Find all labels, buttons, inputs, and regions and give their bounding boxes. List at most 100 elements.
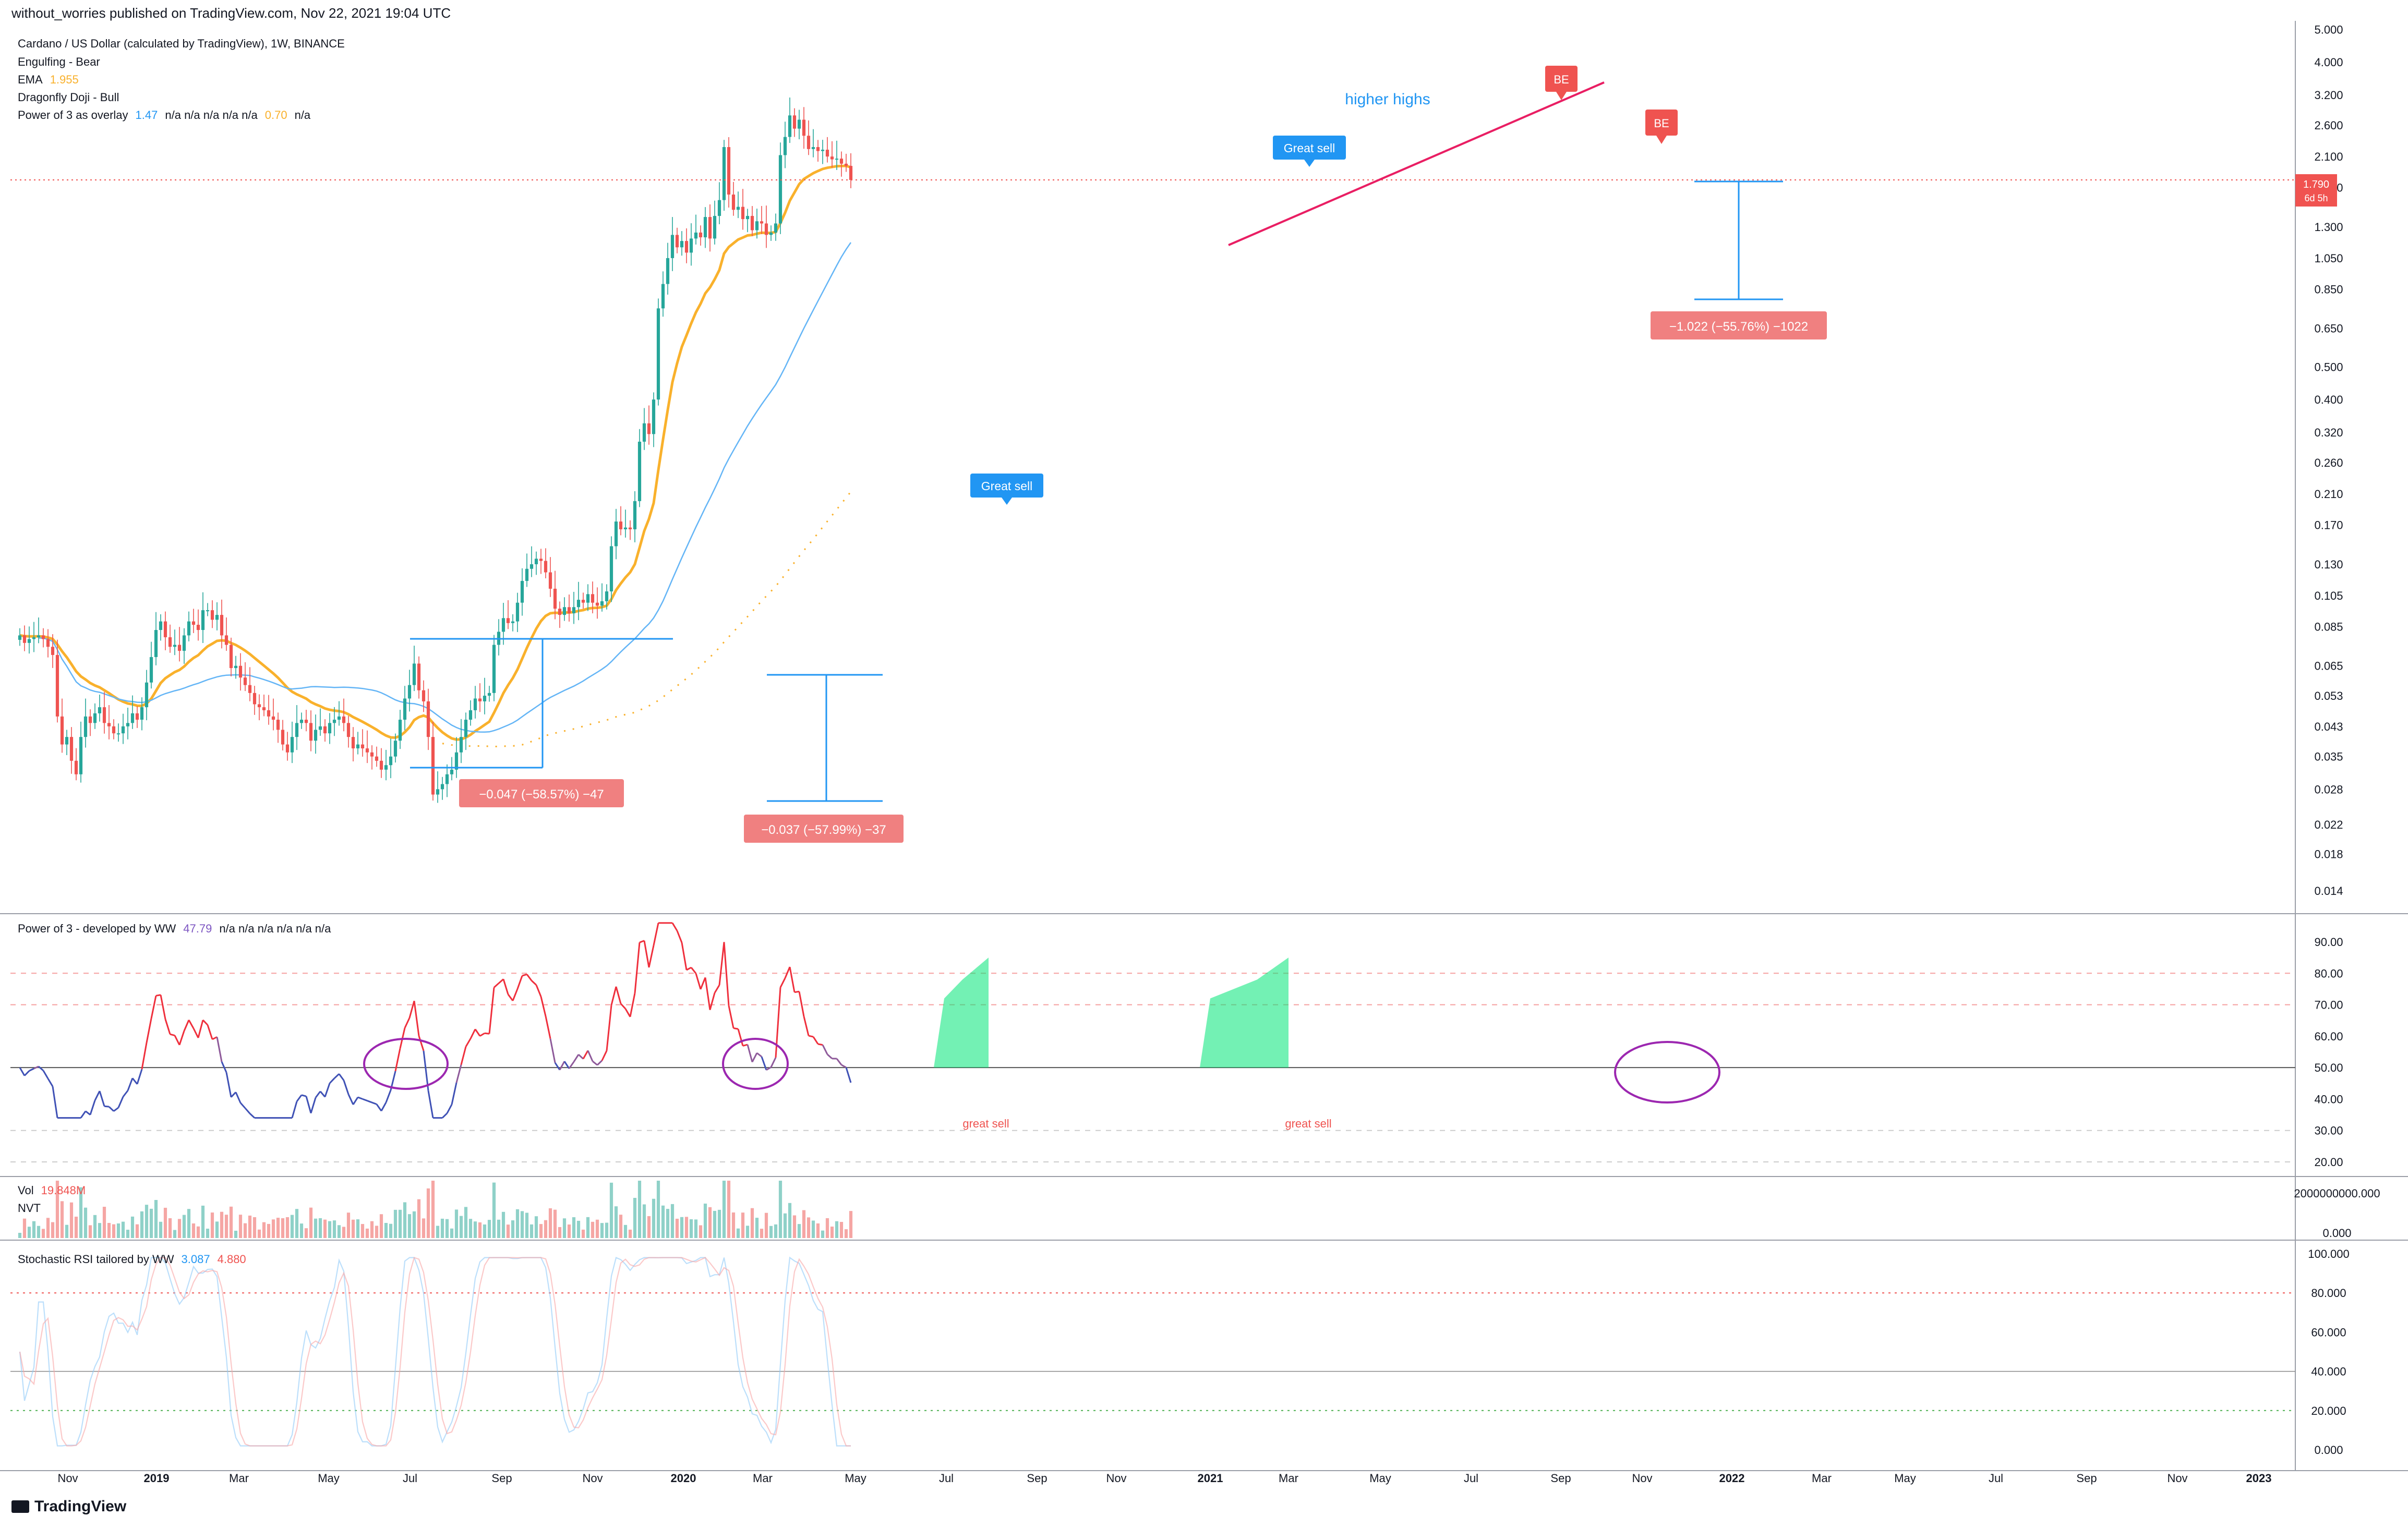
power-seg-75: [367, 1100, 372, 1103]
candle-69: [342, 716, 346, 723]
vol-bar-109: [529, 1224, 534, 1238]
power-seg-129: [620, 1003, 627, 1010]
vol-bar-48: [243, 1223, 247, 1238]
power-seg-81: [394, 1048, 401, 1072]
legend-ema-value: 1.955: [50, 73, 79, 86]
power-seg-2: [23, 1070, 30, 1076]
vol-bar-34: [177, 1219, 182, 1238]
vol-bar-64: [318, 1218, 322, 1238]
be-label-1: BE: [1545, 66, 1578, 100]
power-seg-134: [643, 940, 650, 968]
legend-doji: Dragonfly Doji - Bull: [18, 91, 119, 104]
price-tick-2: 3.200: [2314, 89, 2343, 102]
candle-112: [544, 561, 548, 573]
vol-bar-56: [281, 1218, 285, 1238]
candle-30: [159, 621, 163, 630]
candle-14: [83, 716, 88, 737]
measure-text-2: −0.037 (−57.99%) −37: [761, 823, 886, 837]
candle-175: [839, 159, 844, 164]
vol-bar-63: [314, 1218, 318, 1238]
vol-bar-116: [562, 1218, 567, 1238]
power-seg-62: [305, 1096, 312, 1113]
candle-86: [422, 690, 426, 701]
power-seg-133: [639, 940, 645, 943]
great-sell-label-1: Great sell: [1273, 136, 1346, 167]
vol-tick-1: 0.000: [2322, 1227, 2351, 1240]
power-seg-150: [718, 942, 725, 986]
candle-70: [346, 723, 351, 737]
stoch-tick-2: 60.000: [2311, 1326, 2346, 1339]
vol-bar-20: [112, 1224, 116, 1238]
power-tick-6: 30.00: [2314, 1124, 2343, 1137]
power-title: Power of 3 - developed by WW: [18, 922, 176, 935]
vol-bar-152: [731, 1212, 736, 1238]
candle-162: [778, 155, 782, 224]
vol-bar-65: [323, 1219, 327, 1238]
candle-17: [98, 707, 102, 713]
candlestick-series[interactable]: [18, 97, 853, 803]
power-seg-61: [301, 1094, 307, 1097]
candle-66: [328, 723, 332, 734]
vol-bar-88: [431, 1181, 435, 1238]
vol-bar-29: [154, 1199, 158, 1238]
power-seg-92: [446, 1104, 453, 1114]
candle-22: [121, 726, 125, 734]
price-tick-10: 0.500: [2314, 360, 2343, 373]
power-seg-114: [549, 1038, 556, 1063]
candle-57: [285, 744, 290, 753]
vol-bar-84: [412, 1211, 416, 1238]
candle-147: [708, 217, 712, 239]
vol-bar-130: [628, 1229, 632, 1238]
vol-bar-173: [830, 1226, 834, 1238]
vol-bar-166: [797, 1224, 801, 1238]
time-axis: Nov 2019 Mar May Jul Sep Nov 2020 Mar May Jul Sep No…: [57, 1472, 2271, 1485]
vol-bar-80: [393, 1209, 398, 1238]
stoch-tick-3: 40.000: [2311, 1365, 2346, 1378]
candle-31: [163, 621, 167, 637]
vol-bar-89: [436, 1226, 440, 1238]
candle-138: [666, 258, 670, 284]
vol-bar-30: [159, 1221, 163, 1238]
vol-bar-100: [487, 1220, 491, 1238]
candle-159: [764, 223, 768, 235]
power-seg-30: [155, 994, 161, 997]
vol-bar-132: [637, 1181, 642, 1238]
power-seg-124: [596, 1060, 603, 1066]
candle-151: [727, 147, 731, 195]
vol-bar-60: [299, 1223, 304, 1238]
vol-bar-171: [821, 1230, 825, 1238]
power-seg-126: [606, 1005, 612, 1051]
vol-bar-110: [534, 1216, 538, 1238]
vol-bar-74: [365, 1228, 369, 1238]
power-seg-86: [418, 1035, 425, 1051]
vol-bar-157: [755, 1218, 759, 1238]
power-seg-153: [733, 1027, 739, 1030]
power-seg-3: [29, 1068, 34, 1072]
candle-106: [515, 602, 520, 622]
time-tick-5: Sep: [491, 1472, 512, 1485]
candle-99: [483, 696, 487, 701]
vol-bar-131: [633, 1197, 637, 1238]
candle-163: [783, 137, 787, 155]
vol-bar-162: [778, 1181, 782, 1238]
power-tick-2: 70.00: [2314, 999, 2343, 1012]
candle-116: [562, 607, 567, 615]
vol-bar-42: [215, 1221, 219, 1238]
candle-2: [27, 639, 31, 643]
vol-bar-155: [745, 1226, 750, 1238]
power-seg-123: [592, 1060, 598, 1066]
time-tick-11: Sep: [1027, 1472, 1047, 1485]
power-green-fill-0: [934, 957, 989, 1068]
candle-142: [684, 241, 689, 253]
candle-59: [295, 723, 299, 737]
legend-p3o-v1: 1.47: [136, 108, 158, 122]
time-tick-19: 2022: [1719, 1472, 1745, 1485]
candle-130: [628, 527, 632, 529]
higher-highs-trendline: [1228, 81, 1605, 246]
measure-text-1: −0.047 (−58.57%) −47: [479, 787, 604, 802]
vol-bar-93: [454, 1209, 459, 1238]
price-tick-0: 5.000: [2314, 23, 2343, 36]
vol-bar-122: [591, 1221, 595, 1238]
power-seg-175: [836, 1058, 842, 1065]
